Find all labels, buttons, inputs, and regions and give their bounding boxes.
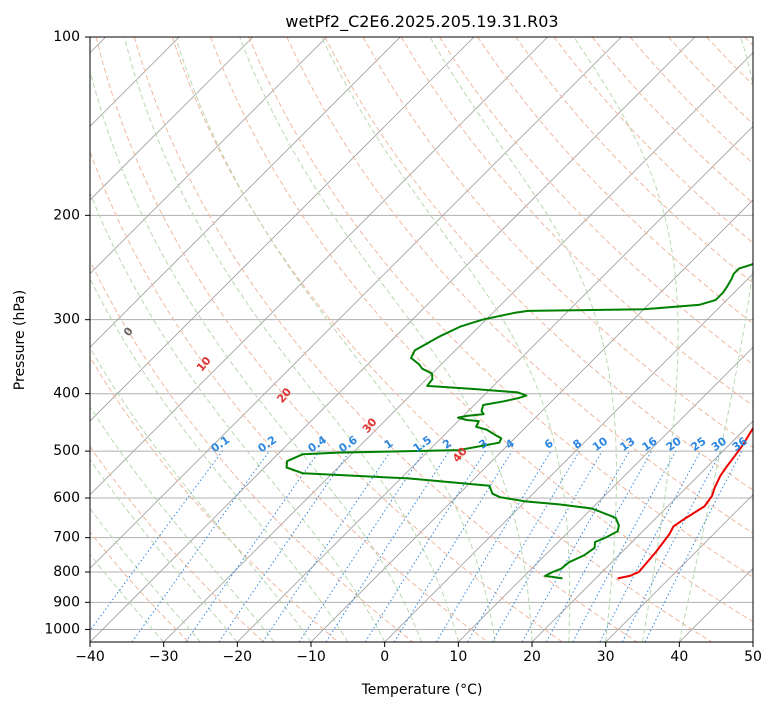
x-tick-label: 40: [670, 649, 688, 665]
x-tick-label: −20: [223, 649, 253, 665]
x-tick-label: 10: [449, 649, 467, 665]
moist-adiabat: [321, 37, 571, 642]
x-tick-label: −10: [296, 649, 326, 665]
mixing-ratio-line: [644, 450, 743, 642]
mixing-ratio-line: [298, 450, 425, 642]
x-tick-label: 0: [380, 649, 389, 665]
mixing-ratio-line: [521, 450, 630, 642]
isotherm-line: [90, 37, 254, 201]
y-tick-label: 500: [53, 443, 80, 459]
isotherm-line: [163, 52, 753, 642]
dry-adiabat: [286, 37, 753, 534]
mixing-ratio-line: [90, 450, 223, 632]
y-tick-label: 200: [53, 207, 80, 223]
dry-adiabat: [324, 37, 753, 491]
y-tick-label: 600: [53, 490, 80, 506]
mixing-ratio-line: [185, 450, 320, 642]
isotherm-line: [531, 420, 753, 642]
dry-adiabat: [400, 37, 753, 407]
moist-adiabat: [90, 277, 349, 642]
moist-adiabat: [123, 37, 459, 642]
mixing-ratio-line: [325, 450, 450, 642]
y-tick-label: 800: [53, 564, 80, 580]
moist-adiabat: [90, 346, 312, 642]
plot-background: [90, 37, 753, 642]
moist-adiabat: [573, 37, 679, 642]
x-tick-label: 30: [597, 649, 615, 665]
mixing-ratio-line: [262, 450, 392, 642]
dry-adiabat: [90, 531, 190, 642]
dewpoint-profile: [285, 262, 753, 580]
isotherm-line: [384, 273, 753, 642]
background-lines: [90, 37, 753, 642]
moist-adiabat: [90, 458, 238, 642]
isotherm-line: [90, 37, 548, 496]
isotherm-line: [752, 641, 753, 642]
isotherm-line: [237, 125, 753, 642]
dry-adiabat: [90, 150, 488, 642]
dry-adiabat: [438, 37, 753, 366]
mixing-ratio-line: [572, 450, 677, 642]
x-tick-label: −40: [75, 649, 105, 665]
moist-adiabat: [90, 405, 275, 642]
y-tick-label: 900: [53, 594, 80, 610]
y-axis-label: Pressure (hPa): [12, 290, 28, 390]
y-tick-label: 100: [53, 29, 80, 45]
mixing-ratio-line: [218, 450, 351, 642]
moist-adiabat: [429, 37, 617, 642]
chart-title: wetPf2_C2E6.2025.205.19.31.R03: [285, 12, 558, 32]
y-tick-label: 400: [53, 386, 80, 402]
dry-adiabat: [133, 37, 638, 642]
moist-adiabat: [90, 191, 386, 642]
isotherm-line: [90, 37, 401, 348]
dry-adiabat: [515, 37, 753, 284]
x-tick-label: 20: [523, 649, 541, 665]
dry-adiabat: [362, 37, 753, 449]
x-axis-label: Temperature (°C): [361, 682, 483, 698]
moist-adiabat: [175, 37, 496, 642]
mixing-ratio-line: [131, 450, 270, 642]
moist-adiabat: [90, 553, 165, 642]
axes: −40 −30 −20 −10 0 10 20 30 40 50 100 200 300 400 500 60…: [44, 29, 762, 665]
dry-adiabat: [171, 37, 712, 642]
mixing-ratio-line: [545, 450, 653, 642]
dry-adiabat: [90, 259, 414, 642]
moist-adiabat: [239, 37, 533, 642]
moist-adiabat: [678, 37, 753, 642]
dry-adiabat: [90, 356, 339, 642]
y-tick-label: 1000: [44, 621, 80, 637]
dry-adiabat: [248, 37, 753, 578]
dry-adiabat: [210, 37, 753, 623]
isotherm-line: [90, 37, 327, 275]
sounding-series: [285, 262, 753, 580]
isotherm-line: [458, 346, 753, 642]
x-tick-label: 50: [744, 649, 762, 665]
dry-adiabat: [477, 37, 753, 325]
x-tick-label: −30: [149, 649, 179, 665]
mixing-ratio-line: [393, 450, 513, 642]
isotherm-line: [605, 494, 753, 642]
isotherm-line: [90, 37, 475, 422]
dry-adiabat: [95, 37, 563, 642]
y-tick-label: 700: [53, 530, 80, 546]
temperature-profile: [617, 426, 753, 580]
isotherm-line: [90, 37, 622, 569]
moist-adiabat: [90, 507, 201, 642]
plot-frame: [89, 36, 754, 643]
dry-adiabat: [90, 445, 264, 642]
y-tick-label: 300: [53, 312, 80, 328]
